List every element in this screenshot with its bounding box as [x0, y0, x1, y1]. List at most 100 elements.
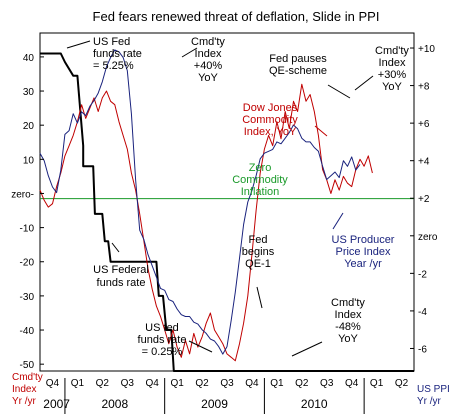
annotation-line: Cmd'ty [375, 45, 409, 57]
annotation-line: US Fed [93, 36, 130, 48]
annotation-line: Index [195, 48, 222, 60]
x-quarter-label: Q3 [121, 378, 135, 389]
right-tick-label: +6 [418, 119, 430, 130]
x-quarter-label: Q1 [370, 378, 384, 389]
left-tick-label: -20 [20, 258, 35, 269]
x-quarter-label: Q4 [46, 378, 60, 389]
x-quarter-label: Q4 [245, 378, 259, 389]
annotations-group: US Fed funds rate = 5.25%Cmd'ty Index +40% Yo… [93, 36, 409, 358]
annotation-leader-line [256, 286, 263, 309]
annotation-line: US Federal [93, 264, 149, 276]
x-year-label: 2009 [201, 397, 228, 411]
annotation-ppi-label: US Producer Price Index Year /yr [332, 234, 395, 270]
annotation-line: Price Index [335, 246, 391, 258]
annotation-line: Index, YoY [244, 126, 297, 138]
left-axis-title-line: Cmd'ty [12, 372, 43, 383]
annotation-line: Zero [249, 162, 272, 174]
annotation-line: Index [335, 309, 362, 321]
left-axis-ticks: 40 30 20 10 zero- -10 -20 -30 -40 -50 [11, 53, 44, 371]
right-tick-label: +2 [418, 194, 430, 205]
x-quarter-label: Q2 [395, 378, 409, 389]
annotation-fed-qe1: Fed begins QE-1 [242, 234, 275, 270]
annotation-line: +40% [194, 60, 223, 72]
annotation-line: = 5.25% [93, 60, 134, 72]
left-tick-label: zero- [11, 189, 34, 200]
x-quarter-label: Q2 [195, 378, 209, 389]
annotation-line: funds rate [93, 48, 142, 60]
annotation-line: Index [379, 57, 406, 69]
annotation-line: Fed [249, 234, 268, 246]
x-quarter-label: Q3 [220, 378, 234, 389]
annotation-line: -48% [335, 321, 361, 333]
annotation-line: +30% [378, 69, 407, 81]
annotation-line: = 0.25% [142, 346, 183, 358]
right-tick-label: +10 [418, 44, 435, 55]
annotation-line: Cmd'ty [331, 297, 365, 309]
annotation-line: Year /yr [344, 258, 382, 270]
annotation-line: Commodity [242, 114, 298, 126]
x-year-label: 2008 [101, 397, 128, 411]
annotation-leader-line [111, 242, 120, 253]
x-year-label: 2007 [43, 397, 70, 411]
x-quarter-label: Q4 [345, 378, 359, 389]
annotation-zero-inflation: Zero Commodity Inflation [232, 162, 288, 198]
left-tick-label: 40 [23, 53, 35, 64]
right-tick-label: +8 [418, 82, 430, 93]
annotation-fed-funds-label: US Federal funds rate [93, 264, 149, 289]
left-tick-label: -40 [20, 326, 35, 337]
annotation-fed-pauses: Fed pauses QE-scheme [269, 53, 327, 77]
annotation-line: Dow Jones [243, 102, 298, 114]
right-axis-ticks: +10 +8 +6 +4 +2 zero -2 -4 -6 [410, 44, 438, 355]
annotation-line: Inflation [241, 186, 280, 198]
annotation-line: US fed [145, 322, 179, 334]
x-quarter-label: Q4 [146, 378, 160, 389]
left-tick-label: -50 [20, 360, 35, 371]
annotation-line: funds rate [97, 277, 146, 289]
annotation-fed-rate-start: US Fed funds rate = 5.25% [93, 36, 142, 72]
annotation-line: funds rate [138, 334, 187, 346]
annotation-djci-label: Dow Jones Commodity Index, YoY [242, 102, 298, 138]
left-tick-label: 10 [23, 155, 35, 166]
annotation-leader-line [332, 212, 344, 230]
annotation-cmdty-plus40: Cmd'ty Index +40% YoY [191, 36, 225, 84]
left-tick-label: 30 [23, 87, 35, 98]
annotation-line: YoY [382, 81, 402, 93]
annotation-cmdty-plus30: Cmd'ty Index +30% YoY [375, 45, 409, 93]
annotation-leader-line [188, 340, 213, 353]
annotation-leader-lines [66, 40, 374, 357]
series-line-us-producer-price-index-year-yr [39, 49, 361, 355]
x-year-label: 2010 [301, 397, 328, 411]
annotation-line: Cmd'ty [191, 36, 225, 48]
annotation-leader-line [66, 40, 91, 49]
right-axis-title-line: US PPI [417, 384, 450, 395]
right-tick-label: zero [418, 232, 438, 243]
annotation-leader-line [291, 341, 323, 357]
right-tick-label: -2 [418, 269, 427, 280]
right-tick-label: -6 [418, 344, 427, 355]
annotation-line: QE-1 [245, 258, 271, 270]
annotation-leader-line [314, 125, 328, 137]
right-tick-label: +4 [418, 157, 430, 168]
annotation-fed-rate-end: US fed funds rate = 0.25% [138, 322, 187, 358]
chart-title: Fed fears renewed threat of deflation, S… [93, 9, 380, 24]
left-tick-label: -30 [20, 292, 35, 303]
annotation-line: YoY [338, 333, 358, 345]
annotation-leader-line [327, 84, 351, 99]
x-quarter-label: Q3 [320, 378, 334, 389]
right-tick-label: -4 [418, 307, 427, 318]
annotation-line: QE-scheme [269, 65, 327, 77]
left-tick-label: 20 [23, 121, 35, 132]
annotation-line: Fed pauses [269, 53, 327, 65]
annotation-leader-line [354, 75, 374, 91]
x-quarter-label: Q2 [96, 378, 110, 389]
x-quarter-label: Q1 [170, 378, 184, 389]
series-line-us-federal-funds-rate [40, 52, 414, 372]
left-axis-title-line: Yr /yr [12, 396, 37, 407]
x-axis: Q4 Q1 Q2 Q3 Q4 Q1 Q2 Q3 Q4 Q1 Q2 Q3 Q4 Q1 Q2 2007 2008 20… [43, 378, 409, 414]
left-axis-title-line: Index [12, 384, 36, 395]
left-tick-label: -10 [20, 224, 35, 235]
annotation-line: US Producer [332, 234, 395, 246]
annotation-line: YoY [198, 72, 218, 84]
annotation-line: Commodity [232, 174, 288, 186]
